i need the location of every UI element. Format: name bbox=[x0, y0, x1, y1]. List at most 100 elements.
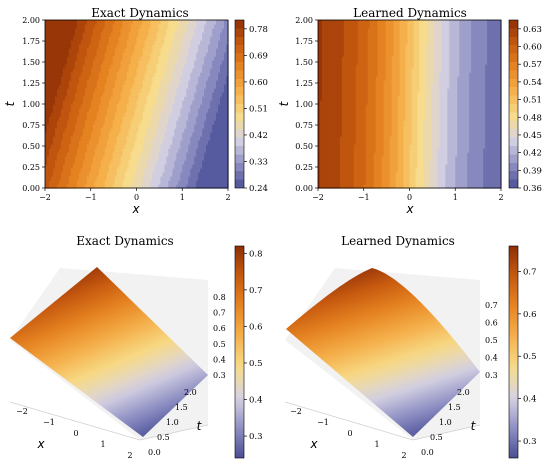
heatmap-cell bbox=[168, 56, 171, 61]
heatmap-cell bbox=[60, 24, 64, 29]
heatmap-cell bbox=[66, 156, 70, 161]
heatmap-cell bbox=[497, 184, 500, 189]
heatmap-cell bbox=[108, 128, 112, 133]
heatmap-cell bbox=[158, 72, 161, 77]
heatmap-cell bbox=[391, 184, 395, 189]
heatmap-cell bbox=[152, 156, 155, 161]
heatmap-cell bbox=[68, 144, 72, 149]
heatmap-cell bbox=[128, 120, 132, 125]
heatmap-cell bbox=[94, 72, 98, 77]
heatmap-cell bbox=[84, 72, 88, 77]
heatmap-cell bbox=[52, 76, 56, 81]
heatmap-cell bbox=[62, 36, 66, 41]
heatmap-cell bbox=[92, 44, 96, 49]
heatmap-cell bbox=[108, 36, 112, 41]
heatmap-cell bbox=[108, 40, 112, 45]
heatmap-cell bbox=[96, 148, 100, 153]
heatmap-cell bbox=[427, 152, 430, 157]
heatmap-cell bbox=[433, 172, 436, 177]
heatmap-cell bbox=[210, 92, 213, 97]
heatmap-cell bbox=[90, 104, 94, 109]
heatmap-cell bbox=[176, 88, 179, 93]
heatmap-cell bbox=[186, 84, 189, 89]
heatmap-cell bbox=[180, 76, 183, 81]
heatmap-cell bbox=[218, 52, 221, 57]
heatmap-cell bbox=[128, 84, 132, 89]
heatmap-cell bbox=[429, 168, 432, 173]
heatmap-cell bbox=[52, 156, 56, 161]
heatmap-cell bbox=[154, 76, 157, 81]
heatmap-cell bbox=[226, 132, 229, 137]
heatmap-cell bbox=[82, 156, 86, 161]
heatmap-cell bbox=[58, 136, 62, 141]
heatmap-cell bbox=[383, 148, 387, 153]
heatmap-cell bbox=[68, 128, 72, 133]
heatmap-cell bbox=[333, 176, 337, 181]
heatmap-cell bbox=[132, 92, 136, 97]
heatmap-cell bbox=[96, 156, 100, 161]
heatmap-cell bbox=[371, 152, 375, 157]
heatmap-cell bbox=[54, 168, 58, 173]
heatmap-cell bbox=[162, 176, 165, 181]
heatmap-cell bbox=[170, 36, 173, 41]
heatmap-cell bbox=[100, 32, 104, 37]
heatmap-cell bbox=[134, 60, 138, 65]
heatmap-cell bbox=[132, 48, 136, 53]
heatmap-cell bbox=[64, 68, 68, 73]
heatmap-cell bbox=[124, 180, 128, 185]
heatmap-cell bbox=[86, 144, 90, 149]
heatmap-cell bbox=[333, 180, 337, 185]
heatmap-cell bbox=[134, 56, 138, 61]
heatmap-cell bbox=[124, 88, 128, 93]
heatmap-cell bbox=[80, 40, 84, 45]
heatmap-cell bbox=[70, 52, 74, 57]
heatmap-cell bbox=[196, 96, 199, 101]
heatmap-cell bbox=[222, 112, 225, 117]
heatmap-cell bbox=[150, 84, 154, 89]
heatmap-cell bbox=[156, 176, 159, 181]
heatmap-cell bbox=[190, 60, 193, 65]
heatmap-cell bbox=[94, 124, 98, 129]
heatmap-cell bbox=[182, 80, 185, 85]
heatmap-cell bbox=[188, 128, 191, 133]
heatmap-cell bbox=[335, 152, 339, 157]
heatmap-cell bbox=[170, 72, 173, 77]
heatmap-cell bbox=[48, 132, 52, 137]
heatmap-cell bbox=[353, 156, 357, 161]
heatmap-cell bbox=[45, 88, 48, 93]
heatmap-cell bbox=[88, 168, 92, 173]
heatmap-cell bbox=[90, 28, 94, 33]
heatmap-cell bbox=[200, 104, 203, 109]
heatmap-cell bbox=[361, 144, 365, 149]
heatmap-cell bbox=[174, 36, 177, 41]
heatmap-cell bbox=[106, 52, 110, 57]
heatmap-cell bbox=[495, 168, 498, 173]
heatmap-cell bbox=[120, 104, 124, 109]
heatmap-cell bbox=[66, 60, 70, 65]
heatmap-cell bbox=[94, 184, 98, 189]
heatmap-cell bbox=[212, 112, 215, 117]
heatmap-cell bbox=[146, 104, 150, 109]
heatmap-cell bbox=[68, 28, 72, 33]
heatmap-cell bbox=[140, 60, 144, 65]
heatmap-cell bbox=[54, 100, 58, 105]
heatmap-cell bbox=[459, 164, 462, 169]
heatmap-cell bbox=[88, 156, 92, 161]
heatmap-cell bbox=[46, 68, 50, 73]
heatmap-cell bbox=[176, 112, 179, 117]
heatmap-cell bbox=[214, 172, 217, 177]
heatmap-cell bbox=[202, 76, 205, 81]
heatmap-cell bbox=[64, 164, 68, 169]
heatmap-cell bbox=[196, 148, 199, 153]
heatmap-cell bbox=[158, 120, 161, 125]
heatmap-cell bbox=[445, 156, 448, 161]
heatmap-cell bbox=[138, 136, 142, 141]
heatmap-cell bbox=[168, 172, 171, 177]
heatmap-cell bbox=[90, 164, 94, 169]
heatmap-cell bbox=[417, 168, 421, 173]
heatmap-cell bbox=[102, 52, 106, 57]
heatmap-cell bbox=[142, 80, 146, 85]
heatmap-cell bbox=[130, 72, 134, 77]
heatmap-cell bbox=[122, 96, 126, 101]
heatmap-cell bbox=[128, 136, 132, 141]
